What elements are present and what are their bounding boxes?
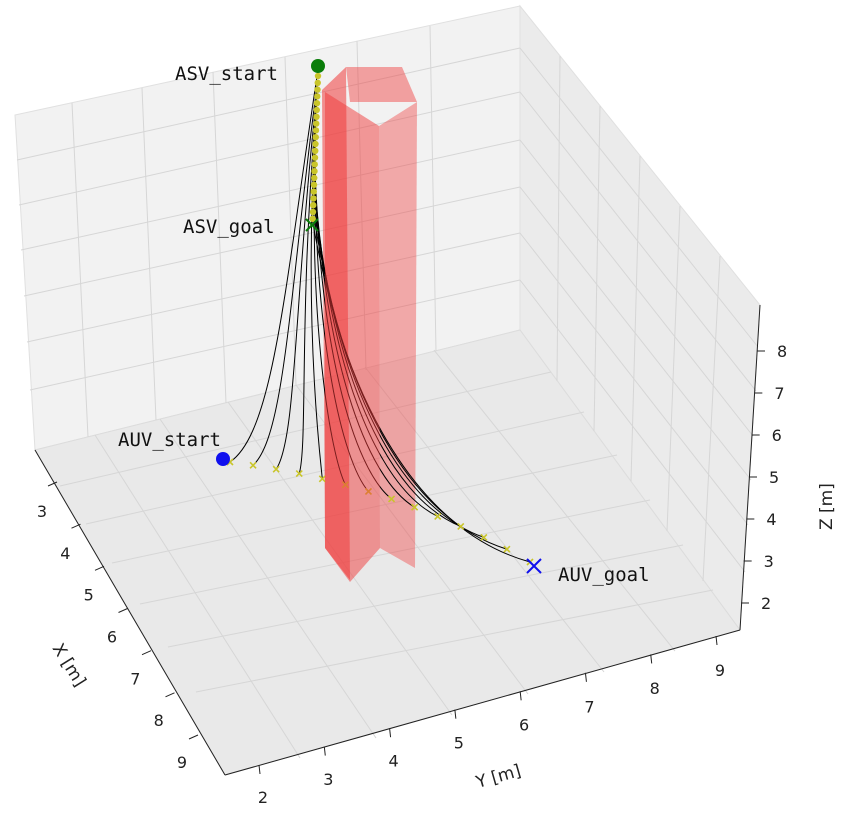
asv-waypoint [312, 140, 319, 148]
goal-cross [526, 558, 542, 574]
x-axis-label: X [m] [48, 640, 90, 690]
y-axis-line [224, 629, 741, 776]
tether-curve [229, 69, 319, 463]
auv-waypoint [434, 512, 442, 520]
asv-waypoint [314, 93, 321, 100]
y-tick-mark [389, 728, 392, 738]
x-tick-mark [188, 734, 199, 740]
x-tick-label: 5 [84, 586, 94, 605]
x-tick-label: 7 [130, 669, 140, 688]
z-axis-label: Z [m] [817, 483, 837, 530]
auv-waypoint [249, 461, 257, 469]
asv-start-label: ASV_start [175, 63, 278, 85]
asv-start-marker [311, 59, 325, 73]
auv-waypoint [457, 522, 465, 531]
x-tick-mark [47, 481, 58, 487]
x-tick-label: 8 [154, 711, 164, 730]
tether-curve [275, 92, 318, 470]
y-tick-mark [323, 746, 326, 756]
y-tick-label: 5 [454, 734, 464, 753]
y-tick-label: 8 [650, 679, 660, 698]
z-tick-label: 6 [772, 426, 782, 445]
asv-waypoint [313, 106, 320, 114]
auv-waypoint [295, 470, 303, 478]
z-tick-label: 7 [774, 384, 784, 403]
asv-waypoint [313, 120, 320, 127]
asv-waypoint [309, 208, 317, 216]
x-axis-ticks: 3 4 5 6 7 8 9 [37, 481, 199, 772]
y-tick-label: 9 [715, 661, 725, 680]
asv-waypoint [311, 161, 318, 168]
asv-waypoint [314, 86, 321, 93]
auv-start-marker [216, 452, 230, 466]
auv-waypoint [503, 545, 511, 553]
asv-waypoints [309, 72, 322, 222]
asv-goal-label: ASV_goal [183, 216, 275, 238]
x-tick-mark [141, 650, 152, 656]
x-tick-mark [94, 565, 105, 571]
asv-waypoint [309, 215, 316, 222]
auv-waypoint [411, 503, 419, 511]
z-tick-label: 3 [764, 552, 774, 571]
tether-curve [298, 104, 318, 474]
y-tick-mark [715, 635, 718, 646]
y-tick-label: 6 [519, 715, 529, 734]
asv-waypoint [314, 79, 321, 87]
y-tick-mark [650, 654, 653, 664]
asv-waypoint [312, 134, 319, 141]
y-axis-label: Y [m] [473, 761, 523, 793]
y-tick-mark [258, 764, 261, 775]
auv-goal-marker [526, 558, 542, 574]
y-tick-label: 4 [388, 752, 398, 771]
auv-start-label: AUV_start [118, 429, 221, 451]
y-tick-mark [584, 672, 587, 682]
y-tick-label: 3 [323, 770, 333, 789]
z-tick-label: 5 [769, 468, 779, 487]
asv-waypoint [313, 113, 320, 121]
asv-waypoint [310, 195, 317, 202]
asv-waypoint [311, 154, 319, 161]
y-tick-mark [519, 691, 522, 701]
asv-waypoint [310, 202, 317, 209]
asv-waypoint [314, 72, 322, 80]
x-tick-mark [71, 523, 81, 529]
z-axis-line [739, 304, 761, 631]
x-tick-mark [118, 608, 128, 613]
auv-waypoint [318, 475, 326, 483]
x-tick-label: 6 [107, 628, 117, 647]
y-tick-mark [454, 709, 457, 719]
y-axis-ticks: 2 3 4 5 6 7 8 9 [258, 635, 725, 807]
y-tick-label: 2 [258, 788, 268, 807]
auv-waypoint [272, 465, 280, 473]
asv-waypoint [312, 147, 319, 154]
asv-waypoint [312, 127, 320, 134]
auv-goal-label: AUV_goal [558, 564, 650, 586]
asv-waypoint [310, 188, 317, 195]
z-tick-label: 2 [761, 594, 771, 613]
asv-goal-marker [305, 218, 319, 232]
asv-waypoint [311, 174, 318, 182]
x-axis-line [34, 449, 226, 776]
asv-waypoint [311, 168, 318, 175]
goal-cross [305, 218, 319, 232]
obstacle-front-face [346, 67, 417, 102]
z-axis-ticks: 2 3 4 5 6 7 8 [741, 342, 787, 613]
x-tick-label: 9 [177, 753, 187, 772]
z-tick-label: 8 [777, 342, 787, 361]
asv-waypoint [310, 181, 318, 188]
auv-waypoint [480, 533, 488, 541]
asv-waypoint [313, 100, 321, 107]
tether-curve [252, 81, 319, 466]
x-tick-label: 4 [60, 544, 70, 563]
x-tick-label: 3 [37, 502, 47, 521]
y-tick-label: 7 [584, 697, 594, 716]
auv-waypoint [387, 495, 396, 503]
obstacle-front-left [325, 92, 380, 582]
x-tick-mark [165, 692, 175, 698]
z-tick-label: 4 [766, 510, 776, 529]
